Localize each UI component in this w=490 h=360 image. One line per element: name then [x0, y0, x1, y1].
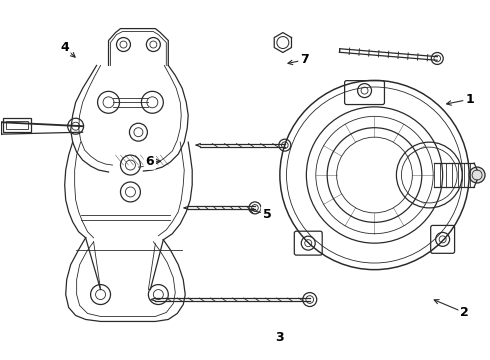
Text: 5: 5	[263, 208, 271, 221]
Text: 1: 1	[465, 93, 474, 106]
Text: 2: 2	[460, 306, 469, 319]
Text: 6: 6	[146, 155, 154, 168]
Circle shape	[469, 167, 485, 183]
Bar	[6, 121, 28, 129]
Text: 3: 3	[275, 331, 284, 344]
Text: 7: 7	[300, 53, 309, 66]
Text: 4: 4	[60, 41, 69, 54]
Bar	[3, 118, 31, 132]
